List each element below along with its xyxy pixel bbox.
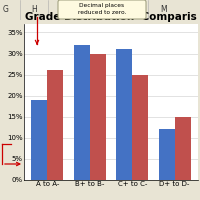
Text: H: H bbox=[31, 5, 37, 15]
Title: Grade Distribution  Comparis: Grade Distribution Comparis bbox=[25, 12, 197, 22]
Bar bbox=[159, 129, 175, 180]
Bar bbox=[74, 45, 90, 180]
Text: Decimal places
reduced to zero.: Decimal places reduced to zero. bbox=[78, 3, 126, 15]
Bar bbox=[132, 75, 148, 180]
Bar bbox=[47, 70, 63, 180]
Bar bbox=[116, 49, 132, 180]
Text: I: I bbox=[65, 5, 67, 15]
Text: G: G bbox=[3, 5, 9, 15]
Text: L: L bbox=[128, 5, 132, 15]
Bar bbox=[90, 54, 106, 180]
Bar bbox=[31, 100, 47, 180]
Bar bbox=[175, 117, 191, 180]
Text: M: M bbox=[161, 5, 167, 15]
